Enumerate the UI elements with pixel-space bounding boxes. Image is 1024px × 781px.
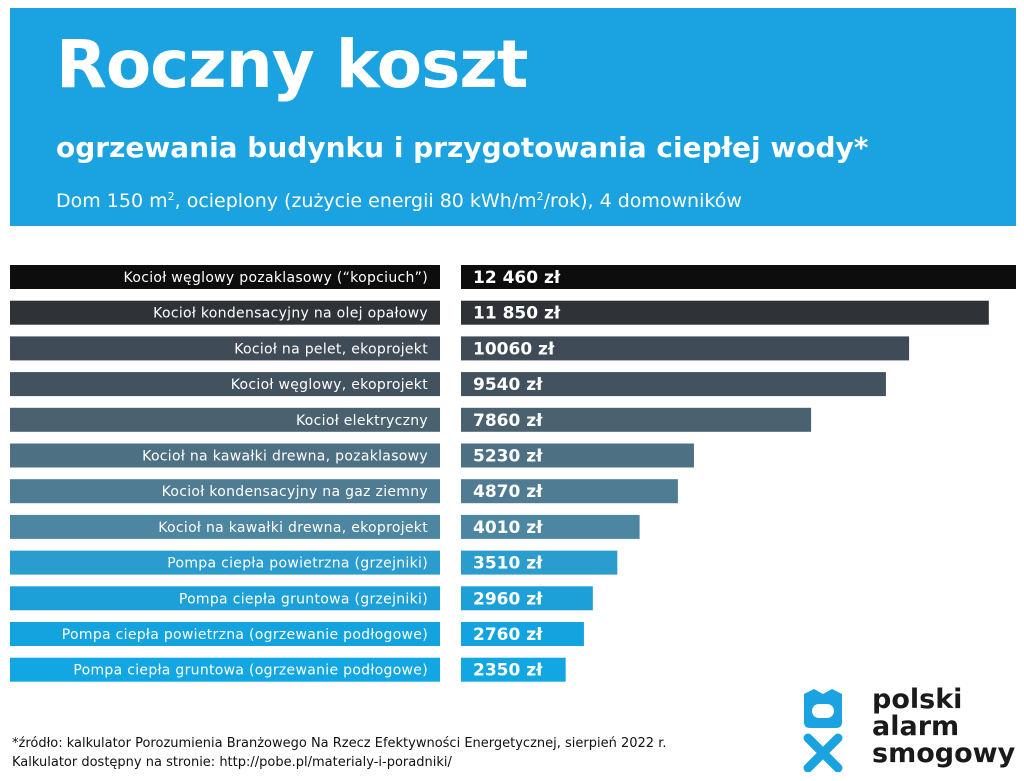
footnote-line-1: *źródło: kalkulator Porozumienia Branżow… bbox=[12, 736, 667, 751]
cost-value-label: 4010 zł bbox=[473, 518, 543, 538]
cost-value-label: 10060 zł bbox=[473, 339, 555, 359]
category-label-bg bbox=[10, 622, 440, 646]
category-label-bg bbox=[10, 300, 440, 325]
source-footnote: *źródło: kalkulator Porozumienia Branżow… bbox=[12, 734, 666, 772]
cost-bar bbox=[461, 407, 812, 432]
category-label: Pompa ciepła gruntowa (ogrzewanie podłog… bbox=[73, 663, 428, 679]
category-label: Kocioł kondensacyjny na gaz ziemny bbox=[162, 484, 428, 500]
category-label-bg bbox=[10, 265, 440, 289]
cost-bar bbox=[461, 657, 566, 682]
cost-bar bbox=[461, 372, 886, 397]
cost-bar bbox=[461, 336, 910, 361]
cost-value-label: 5230 zł bbox=[473, 447, 543, 467]
cost-value-label: 2350 zł bbox=[473, 661, 543, 681]
category-label: Kocioł węglowy pozaklasowy (“kopciuch”) bbox=[124, 270, 428, 286]
desc-sup-1: 2 bbox=[167, 190, 175, 203]
cost-value-label: 2760 zł bbox=[473, 625, 543, 645]
cost-bar bbox=[461, 622, 584, 646]
desc-part-2: , ocieplony (zużycie energii 80 kWh/m bbox=[174, 190, 537, 212]
logo-wordmark: polski alarm smogowy bbox=[872, 686, 1015, 767]
page-subtitle: ogrzewania budynku i przygotowania ciepł… bbox=[56, 131, 869, 164]
house-description: Dom 150 m2, ocieplony (zużycie energii 8… bbox=[56, 184, 742, 214]
footnote-line-2: Kalkulator dostępny na stronie: http://p… bbox=[12, 755, 452, 770]
logo-line-2: alarm bbox=[872, 711, 960, 742]
cost-value-label: 12 460 zł bbox=[473, 268, 561, 288]
cost-value-label: 9540 zł bbox=[473, 375, 543, 395]
category-label: Kocioł węglowy, ekoprojekt bbox=[231, 377, 428, 393]
category-label: Pompa ciepła powietrzna (ogrzewanie podł… bbox=[62, 627, 428, 643]
cost-bar bbox=[461, 443, 694, 468]
category-label-bg bbox=[10, 407, 440, 432]
category-label: Pompa ciepła powietrzna (grzejniki) bbox=[167, 556, 428, 572]
smog-logo-icon bbox=[800, 686, 846, 773]
category-label-bg bbox=[10, 336, 440, 361]
category-label-bg bbox=[10, 657, 440, 682]
cost-bar bbox=[461, 586, 593, 611]
desc-sup-2: 2 bbox=[536, 190, 544, 203]
cost-value-label: 11 850 zł bbox=[473, 304, 561, 324]
category-label-bg bbox=[10, 372, 440, 397]
category-label: Kocioł na kawałki drewna, pozaklasowy bbox=[142, 449, 428, 465]
category-label-bg bbox=[10, 550, 440, 575]
desc-part-3: /rok), 4 domowników bbox=[543, 190, 742, 212]
cost-bar bbox=[461, 514, 640, 539]
category-label: Kocioł na pelet, ekoprojekt bbox=[234, 341, 428, 357]
logo-line-3: smogowy bbox=[872, 738, 1016, 769]
page-title: Roczny koszt bbox=[56, 26, 528, 103]
category-label-bg bbox=[10, 514, 440, 539]
cost-value-label: 4870 zł bbox=[473, 482, 543, 502]
category-label-bg bbox=[10, 479, 440, 504]
category-label-bg bbox=[10, 443, 440, 468]
cost-bar bbox=[461, 300, 989, 325]
cost-value-label: 3510 zł bbox=[473, 554, 543, 574]
cost-bar bbox=[461, 479, 678, 504]
header-banner: Roczny koszt ogrzewania budynku i przygo… bbox=[10, 8, 1016, 226]
cost-value-label: 2960 zł bbox=[473, 589, 543, 609]
category-label: Kocioł elektryczny bbox=[296, 413, 428, 429]
logo-line-1: polski bbox=[872, 684, 963, 715]
category-label: Kocioł kondensacyjny na olej opałowy bbox=[153, 306, 428, 322]
cost-bar bbox=[461, 550, 618, 575]
cost-value-label: 7860 zł bbox=[473, 411, 543, 431]
cost-bar bbox=[461, 265, 1016, 289]
desc-part-1: Dom 150 m bbox=[56, 190, 168, 212]
category-label: Pompa ciepła gruntowa (grzejniki) bbox=[179, 591, 428, 607]
category-label: Kocioł na kawałki drewna, ekoprojekt bbox=[158, 520, 428, 536]
category-label-bg bbox=[10, 586, 440, 611]
